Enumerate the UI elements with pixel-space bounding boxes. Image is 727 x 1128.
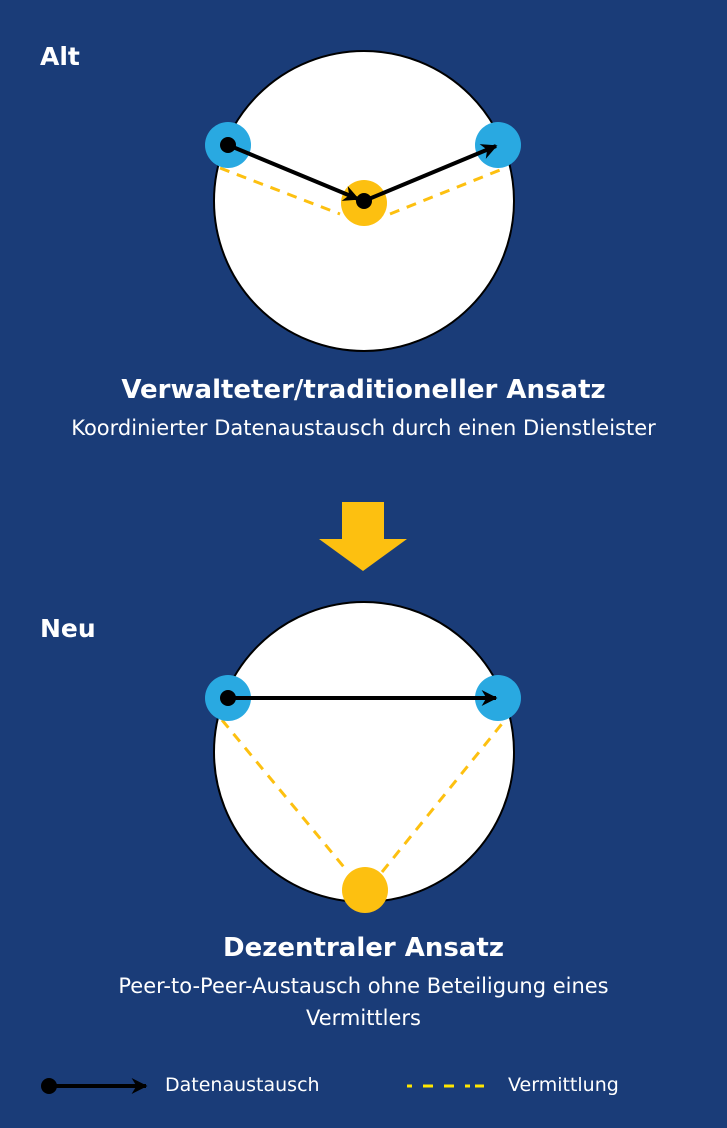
legend-mediation: Vermittlung [508, 1074, 619, 1096]
mediation-line [389, 166, 506, 216]
new-title: Dezentraler Ansatz [223, 933, 504, 963]
old-label: Alt [40, 42, 80, 71]
intermediary-node [342, 867, 388, 913]
network-circle [213, 601, 515, 903]
arrow-origin-dot [356, 193, 372, 209]
peer-node [475, 675, 521, 721]
legend-arrow-dot [41, 1078, 57, 1094]
legend-symbols [41, 1078, 484, 1094]
mediation-line [380, 719, 507, 873]
down-arrow-icon [319, 502, 407, 571]
old-approach-diagram [205, 50, 521, 352]
mediation-line [219, 166, 341, 216]
old-title: Verwalteter/traditioneller Ansatz [121, 375, 606, 405]
data-exchange-arrow [363, 144, 498, 203]
new-approach-diagram [205, 601, 521, 913]
arrow-origin-dot [220, 690, 236, 706]
data-exchange-arrow [227, 143, 360, 201]
arrow-origin-dot [220, 137, 236, 153]
new-label: Neu [40, 614, 96, 643]
old-subtitle: Koordinierter Datenaustausch durch einen… [71, 416, 656, 440]
mediation-line [220, 719, 350, 873]
peer-node [475, 122, 521, 168]
new-subtitle: Peer-to-Peer-Austausch ohne Beteiligung … [118, 974, 609, 1030]
legend-data-exchange: Datenaustausch [165, 1074, 320, 1096]
